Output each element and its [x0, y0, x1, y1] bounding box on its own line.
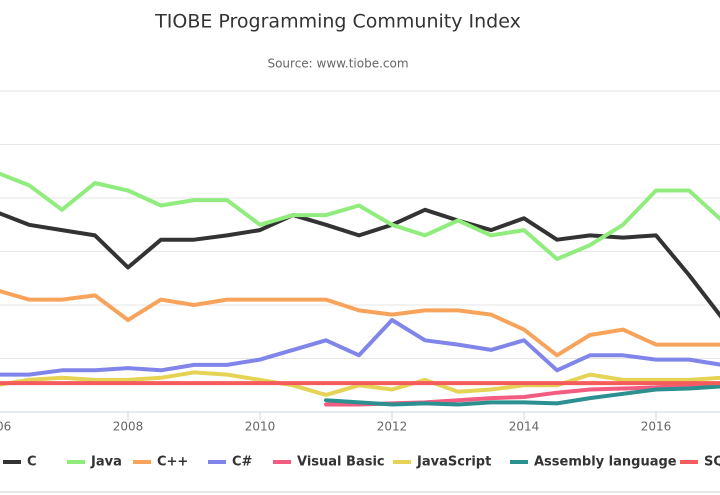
series-line [0, 207, 720, 319]
legend-label: Visual Basic [297, 455, 385, 470]
series-line [0, 318, 720, 377]
x-tick-label: 2014 [509, 420, 540, 434]
x-tick-label: 2008 [113, 420, 144, 434]
x-tick-label: 2006 [0, 420, 11, 434]
legend-label: Java [90, 455, 122, 470]
chart-title: TIOBE Programming Community Index [154, 11, 521, 33]
series-line [324, 384, 720, 407]
legend-label: C [27, 455, 37, 470]
legend-label: SQL [704, 455, 720, 470]
series-line [0, 289, 720, 358]
legend-label: Assembly language [534, 455, 677, 470]
x-tick-label: 2016 [641, 420, 672, 434]
x-tick-label: 2012 [377, 420, 408, 434]
chart-subtitle: Source: www.tiobe.com [267, 57, 408, 71]
legend-label: C# [232, 455, 253, 470]
series-line [0, 370, 720, 397]
series-line [0, 171, 720, 261]
legend-label: C++ [157, 455, 188, 470]
x-tick-label: 2010 [245, 420, 276, 434]
legend-label: JavaScript [416, 455, 491, 470]
